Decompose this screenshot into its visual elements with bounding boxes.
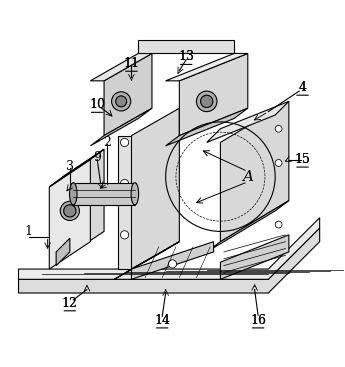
Circle shape	[200, 95, 213, 108]
Polygon shape	[166, 54, 248, 81]
Polygon shape	[118, 135, 131, 269]
Polygon shape	[207, 201, 289, 252]
Polygon shape	[166, 108, 248, 146]
Text: 4: 4	[298, 81, 307, 94]
Polygon shape	[179, 54, 248, 135]
Circle shape	[120, 231, 129, 239]
Circle shape	[196, 91, 217, 112]
Text: 16: 16	[250, 314, 266, 327]
Circle shape	[275, 160, 282, 166]
Text: 16: 16	[250, 314, 266, 327]
Circle shape	[275, 221, 282, 228]
Text: 1: 1	[25, 225, 33, 238]
Circle shape	[116, 96, 127, 107]
Text: 2: 2	[104, 136, 111, 149]
Text: 12: 12	[62, 297, 78, 310]
Circle shape	[168, 260, 177, 268]
Circle shape	[60, 201, 79, 221]
Text: 13: 13	[178, 50, 194, 63]
Polygon shape	[138, 40, 234, 54]
Circle shape	[111, 92, 131, 111]
Polygon shape	[56, 238, 70, 266]
Polygon shape	[49, 160, 90, 269]
Polygon shape	[90, 54, 152, 81]
Text: 14: 14	[154, 314, 170, 327]
Polygon shape	[49, 149, 104, 187]
Polygon shape	[90, 108, 152, 146]
Text: 13: 13	[178, 50, 194, 63]
Text: 10: 10	[89, 98, 105, 111]
Text: 9: 9	[93, 151, 101, 164]
Circle shape	[120, 179, 129, 188]
Circle shape	[275, 125, 282, 132]
Text: 11: 11	[124, 57, 139, 70]
Polygon shape	[220, 235, 289, 279]
Text: 15: 15	[295, 153, 310, 166]
Polygon shape	[207, 101, 289, 142]
Polygon shape	[131, 108, 179, 269]
Text: 11: 11	[124, 57, 139, 70]
Polygon shape	[114, 242, 179, 279]
Circle shape	[64, 205, 76, 217]
Ellipse shape	[131, 183, 139, 205]
Polygon shape	[19, 218, 320, 279]
Text: 3: 3	[66, 160, 74, 173]
Text: A: A	[242, 170, 253, 184]
Text: 10: 10	[89, 98, 105, 111]
Ellipse shape	[69, 183, 77, 205]
Text: 4: 4	[298, 81, 307, 94]
Bar	[73, 183, 135, 205]
Text: 14: 14	[154, 314, 170, 327]
Text: 15: 15	[295, 153, 310, 166]
Polygon shape	[131, 242, 214, 279]
Polygon shape	[104, 54, 152, 135]
Polygon shape	[19, 228, 320, 293]
Polygon shape	[220, 101, 289, 242]
Polygon shape	[63, 149, 104, 259]
Text: 12: 12	[62, 297, 78, 310]
Circle shape	[120, 138, 129, 146]
